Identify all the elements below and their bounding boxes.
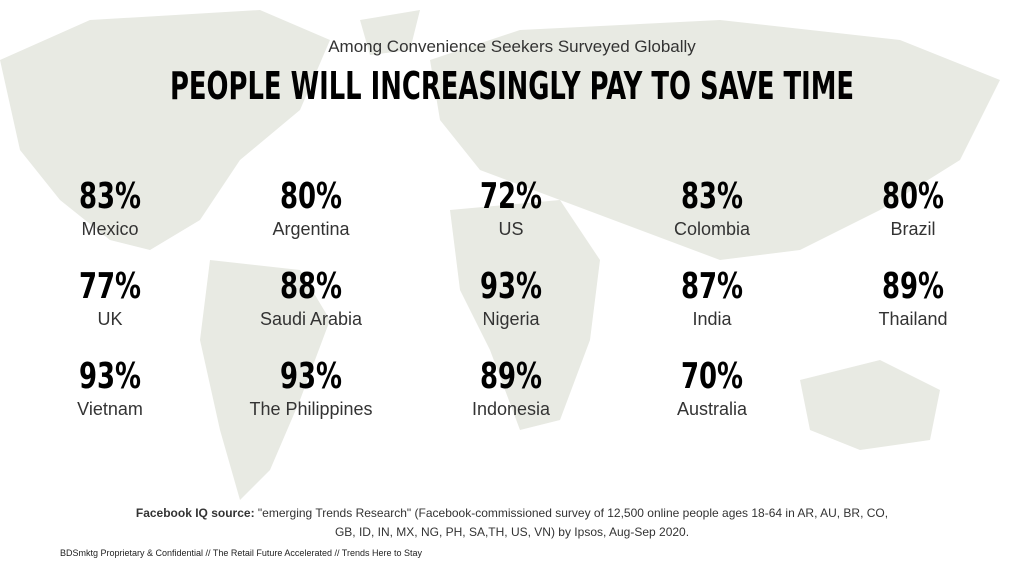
stat-value: 93% (479, 266, 543, 307)
stat: 87% India (612, 267, 812, 330)
stat-label: Colombia (673, 219, 751, 239)
stat-label: Thailand (878, 309, 948, 329)
stat-label: Brazil (890, 219, 936, 239)
stat: 77% UK (10, 267, 210, 330)
stat: 93% The Philippines (211, 357, 411, 420)
stat-value: 72% (479, 176, 543, 217)
title-wrap: PEOPLE WILL INCREASINGLY PAY TO SAVE TIM… (0, 64, 1024, 108)
stat: 72% US (411, 177, 611, 240)
stat-value: 70% (680, 356, 744, 397)
title: PEOPLE WILL INCREASINGLY PAY TO SAVE TIM… (169, 64, 855, 108)
stat-value: 89% (881, 266, 945, 307)
stat: 93% Vietnam (10, 357, 210, 420)
stat: 80% Brazil (813, 177, 1013, 240)
stat-label: Indonesia (471, 399, 551, 419)
stat-value: 93% (279, 356, 343, 397)
stat-value: 89% (479, 356, 543, 397)
stat-label: The Philippines (249, 399, 373, 419)
stat-label: Mexico (81, 219, 139, 239)
stat: 89% Indonesia (411, 357, 611, 420)
stat-value: 88% (279, 266, 343, 307)
stat-label: UK (97, 309, 123, 329)
stat-label: Nigeria (482, 309, 540, 329)
footer: BDSmktg Proprietary & Confidential // Th… (60, 548, 422, 558)
source-text: "emerging Trends Research" (Facebook-com… (257, 506, 889, 539)
source-note: Facebook IQ source: "emerging Trends Res… (127, 504, 897, 542)
stat-value: 77% (78, 266, 142, 307)
stat-value: 83% (680, 176, 744, 217)
stat-label: Argentina (272, 219, 350, 239)
stat-value: 80% (881, 176, 945, 217)
stat-value: 93% (78, 356, 142, 397)
stat: 93% Nigeria (411, 267, 611, 330)
stat: 89% Thailand (813, 267, 1013, 330)
stat-label: US (498, 219, 524, 239)
subtitle: Among Convenience Seekers Surveyed Globa… (328, 37, 696, 56)
stat: 70% Australia (612, 357, 812, 420)
stat: 83% Mexico (10, 177, 210, 240)
source-lead: Facebook IQ source: (135, 506, 255, 520)
stat-value: 83% (78, 176, 142, 217)
stat: 83% Colombia (612, 177, 812, 240)
stat-value: 80% (279, 176, 343, 217)
stat: 88% Saudi Arabia (211, 267, 411, 330)
stat-value: 87% (680, 266, 744, 307)
stat-label: India (692, 309, 732, 329)
stat: 80% Argentina (211, 177, 411, 240)
stat-label: Australia (676, 399, 748, 419)
stat-label: Vietnam (77, 399, 143, 419)
stat-label: Saudi Arabia (259, 309, 363, 329)
